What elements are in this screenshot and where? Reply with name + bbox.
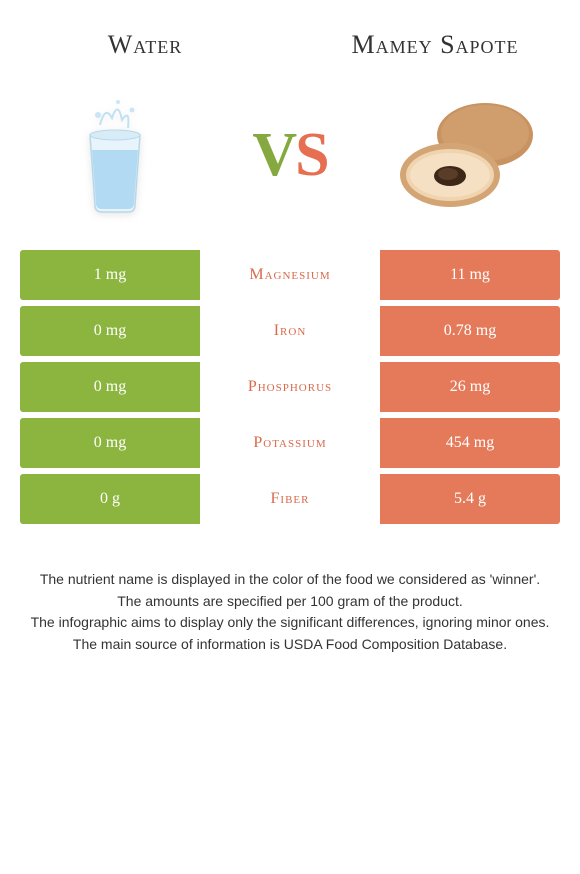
vs-s: S bbox=[295, 121, 327, 189]
nutrient-label: Potassium bbox=[200, 418, 380, 468]
right-value: 26 mg bbox=[380, 362, 560, 412]
left-value: 0 mg bbox=[20, 306, 200, 356]
right-value: 5.4 g bbox=[380, 474, 560, 524]
vs-v: V bbox=[252, 121, 295, 189]
nutrient-label: Phosphorus bbox=[200, 362, 380, 412]
right-product-title: Mamey Sapote bbox=[335, 30, 535, 60]
footer-line-4: The main source of information is USDA F… bbox=[28, 635, 552, 655]
left-value: 0 mg bbox=[20, 418, 200, 468]
right-value: 11 mg bbox=[380, 250, 560, 300]
table-row: 0 mgPhosphorus26 mg bbox=[20, 362, 560, 412]
left-value: 1 mg bbox=[20, 250, 200, 300]
comparison-table: 1 mgMagnesium11 mg0 mgIron0.78 mg0 mgPho… bbox=[0, 250, 580, 524]
header: Water Mamey Sapote bbox=[0, 0, 580, 70]
footer-notes: The nutrient name is displayed in the co… bbox=[0, 530, 580, 654]
footer-line-3: The infographic aims to display only the… bbox=[28, 613, 552, 633]
images-row: VS bbox=[0, 70, 580, 250]
left-value: 0 g bbox=[20, 474, 200, 524]
nutrient-label: Fiber bbox=[200, 474, 380, 524]
left-product-image bbox=[35, 85, 195, 225]
footer-line-1: The nutrient name is displayed in the co… bbox=[28, 570, 552, 590]
table-row: 0 gFiber5.4 g bbox=[20, 474, 560, 524]
vs-label: VS bbox=[252, 120, 327, 191]
nutrient-label: Iron bbox=[200, 306, 380, 356]
right-value: 0.78 mg bbox=[380, 306, 560, 356]
table-row: 1 mgMagnesium11 mg bbox=[20, 250, 560, 300]
left-product-title: Water bbox=[45, 30, 245, 60]
right-product-image bbox=[385, 85, 545, 225]
left-value: 0 mg bbox=[20, 362, 200, 412]
table-row: 0 mgIron0.78 mg bbox=[20, 306, 560, 356]
right-value: 454 mg bbox=[380, 418, 560, 468]
footer-line-2: The amounts are specified per 100 gram o… bbox=[28, 592, 552, 612]
table-row: 0 mgPotassium454 mg bbox=[20, 418, 560, 468]
nutrient-label: Magnesium bbox=[200, 250, 380, 300]
